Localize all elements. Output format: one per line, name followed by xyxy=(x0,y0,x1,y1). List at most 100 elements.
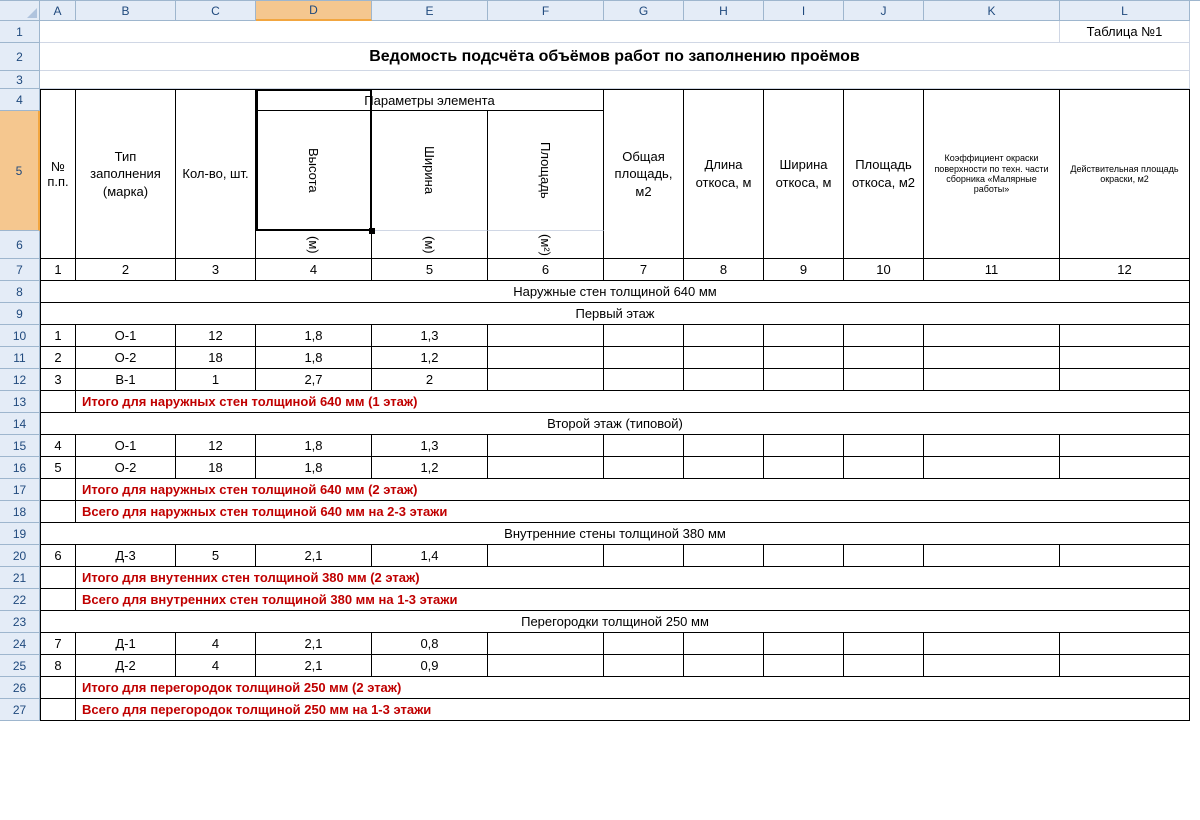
section-s5[interactable]: Итого для наружных стен толщиной 640 мм … xyxy=(76,479,1190,501)
colnum-3[interactable]: 3 xyxy=(176,259,256,281)
cell-qty[interactable]: 12 xyxy=(176,435,256,457)
hdr-real-area[interactable]: Действительная площадь окраски, м2 xyxy=(1060,89,1190,259)
hdr-width-unit[interactable]: (м) xyxy=(372,231,488,259)
hdr-slope-wid[interactable]: Ширина откоса, м xyxy=(764,89,844,259)
rowhead-18[interactable]: 18 xyxy=(0,501,40,523)
section-s11[interactable]: Итого для перегородок толщиной 250 мм (2… xyxy=(76,677,1190,699)
rowhead-16[interactable]: 16 xyxy=(0,457,40,479)
cell-qty[interactable]: 4 xyxy=(176,633,256,655)
hdr-qty[interactable]: Кол-во, шт. xyxy=(176,89,256,259)
rowhead-24[interactable]: 24 xyxy=(0,633,40,655)
cell-h[interactable]: 2,7 xyxy=(256,369,372,391)
hdr-height[interactable]: Высота xyxy=(256,111,372,231)
colhead-C[interactable]: C xyxy=(176,1,256,21)
colnum-4[interactable]: 4 xyxy=(256,259,372,281)
colnum-9[interactable]: 9 xyxy=(764,259,844,281)
rowhead-23[interactable]: 23 xyxy=(0,611,40,633)
cell-qty[interactable]: 12 xyxy=(176,325,256,347)
hdr-type[interactable]: Тип заполнения (марка) xyxy=(76,89,176,259)
cell-qty[interactable]: 18 xyxy=(176,457,256,479)
cell-qty[interactable]: 18 xyxy=(176,347,256,369)
hdr-total-area[interactable]: Общая площадь, м2 xyxy=(604,89,684,259)
colnum-11[interactable]: 11 xyxy=(924,259,1060,281)
hdr-coef[interactable]: Коэффициент окраски поверхности по техн.… xyxy=(924,89,1060,259)
cell-type[interactable]: О-2 xyxy=(76,347,176,369)
colnum-1[interactable]: 1 xyxy=(40,259,76,281)
colnum-10[interactable]: 10 xyxy=(844,259,924,281)
cell-type[interactable]: О-2 xyxy=(76,457,176,479)
cell-w[interactable]: 0,9 xyxy=(372,655,488,677)
rowhead-26[interactable]: 26 xyxy=(0,677,40,699)
rowhead-4[interactable]: 4 xyxy=(0,89,40,111)
hdr-slope-len[interactable]: Длина откоса, м xyxy=(684,89,764,259)
colnum-7[interactable]: 7 xyxy=(604,259,684,281)
colhead-G[interactable]: G xyxy=(604,1,684,21)
cell-n[interactable]: 4 xyxy=(40,435,76,457)
cell-type[interactable]: О-1 xyxy=(76,325,176,347)
colhead-B[interactable]: B xyxy=(76,1,176,21)
cell-w[interactable]: 1,2 xyxy=(372,347,488,369)
cell-n[interactable]: 7 xyxy=(40,633,76,655)
cell-w[interactable]: 1,3 xyxy=(372,325,488,347)
cell-h[interactable]: 2,1 xyxy=(256,545,372,567)
section-s8[interactable]: Итого для внутенних стен толщиной 380 мм… xyxy=(76,567,1190,589)
cell-n[interactable]: 6 xyxy=(40,545,76,567)
colhead-J[interactable]: J xyxy=(844,1,924,21)
rowhead-15[interactable]: 15 xyxy=(0,435,40,457)
section-s6[interactable]: Всего для наружных стен толщиной 640 мм … xyxy=(76,501,1190,523)
cell-qty[interactable]: 5 xyxy=(176,545,256,567)
hdr-area-unit[interactable]: (м²) xyxy=(488,231,604,259)
cell-w[interactable]: 1,4 xyxy=(372,545,488,567)
cell-type[interactable]: Д-1 xyxy=(76,633,176,655)
colhead-H[interactable]: H xyxy=(684,1,764,21)
rowhead-10[interactable]: 10 xyxy=(0,325,40,347)
rowhead-22[interactable]: 22 xyxy=(0,589,40,611)
colhead-A[interactable]: A xyxy=(40,1,76,21)
section-s9[interactable]: Всего для внутренних стен толщиной 380 м… xyxy=(76,589,1190,611)
rowhead-8[interactable]: 8 xyxy=(0,281,40,303)
cell-h[interactable]: 2,1 xyxy=(256,633,372,655)
fill-handle[interactable] xyxy=(369,228,375,234)
rowhead-13[interactable]: 13 xyxy=(0,391,40,413)
colhead-D[interactable]: D xyxy=(256,1,372,21)
colnum-2[interactable]: 2 xyxy=(76,259,176,281)
colhead-F[interactable]: F xyxy=(488,1,604,21)
cell-n[interactable]: 3 xyxy=(40,369,76,391)
cell-w[interactable]: 2 xyxy=(372,369,488,391)
cell-n[interactable]: 1 xyxy=(40,325,76,347)
rowhead-14[interactable]: 14 xyxy=(0,413,40,435)
colnum-6[interactable]: 6 xyxy=(488,259,604,281)
hdr-slope-area[interactable]: Площадь откоса, м2 xyxy=(844,89,924,259)
cell-type[interactable]: Д-2 xyxy=(76,655,176,677)
rowhead-6[interactable]: 6 xyxy=(0,231,40,259)
hdr-height-unit[interactable]: (м) xyxy=(256,231,372,259)
rowhead-21[interactable]: 21 xyxy=(0,567,40,589)
section-s7[interactable]: Внутренние стены толщиной 380 мм xyxy=(40,523,1190,545)
cell-qty[interactable]: 1 xyxy=(176,369,256,391)
colhead-L[interactable]: L xyxy=(1060,1,1190,21)
cell-type[interactable]: О-1 xyxy=(76,435,176,457)
rowhead-2[interactable]: 2 xyxy=(0,43,40,71)
hdr-params-group[interactable]: Параметры элемента xyxy=(256,89,604,111)
cell-h[interactable]: 2,1 xyxy=(256,655,372,677)
cell-w[interactable]: 0,8 xyxy=(372,633,488,655)
select-all-corner[interactable] xyxy=(0,1,40,21)
section-s3[interactable]: Итого для наружных стен толщиной 640 мм … xyxy=(76,391,1190,413)
rowhead-27[interactable]: 27 xyxy=(0,699,40,721)
cell-type[interactable]: Д-3 xyxy=(76,545,176,567)
cell-n[interactable]: 2 xyxy=(40,347,76,369)
section-s10[interactable]: Перегородки толщиной 250 мм xyxy=(40,611,1190,633)
section-s1[interactable]: Наружные стен толщиной 640 мм xyxy=(40,281,1190,303)
rowhead-1[interactable]: 1 xyxy=(0,21,40,43)
cell-n[interactable]: 8 xyxy=(40,655,76,677)
colnum-8[interactable]: 8 xyxy=(684,259,764,281)
section-s2[interactable]: Первый этаж xyxy=(40,303,1190,325)
hdr-pp[interactable]: № п.п. xyxy=(40,89,76,259)
rowhead-7[interactable]: 7 xyxy=(0,259,40,281)
rowhead-17[interactable]: 17 xyxy=(0,479,40,501)
colhead-E[interactable]: E xyxy=(372,1,488,21)
rowhead-19[interactable]: 19 xyxy=(0,523,40,545)
cell-type[interactable]: В-1 xyxy=(76,369,176,391)
cell-h[interactable]: 1,8 xyxy=(256,325,372,347)
rowhead-12[interactable]: 12 xyxy=(0,369,40,391)
